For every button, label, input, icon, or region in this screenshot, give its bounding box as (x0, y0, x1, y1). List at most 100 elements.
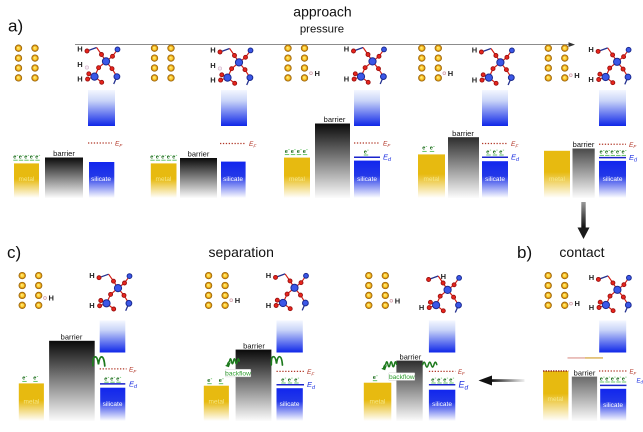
svg-text:e: e (116, 377, 119, 383)
svg-text:H: H (588, 75, 593, 84)
svg-text:silicate: silicate (280, 401, 300, 408)
svg-text:b): b) (517, 243, 532, 262)
svg-text:barrier: barrier (243, 341, 265, 350)
svg-text:e: e (30, 155, 33, 161)
svg-text:e: e (600, 150, 603, 156)
svg-text:metal: metal (549, 176, 565, 183)
svg-text:pressure: pressure (300, 23, 344, 35)
svg-text:e: e (207, 378, 210, 384)
svg-text:EF: EF (458, 370, 465, 376)
svg-text:e: e (110, 377, 113, 383)
svg-text:e: e (364, 149, 367, 155)
svg-text:e: e (486, 149, 489, 155)
svg-text:a): a) (8, 17, 23, 36)
svg-text:c): c) (7, 243, 21, 262)
svg-text:metal: metal (209, 399, 225, 406)
svg-text:H: H (210, 61, 215, 70)
svg-text:e: e (437, 377, 440, 383)
svg-text:backflow: backflow (389, 374, 415, 381)
svg-text:metal: metal (424, 176, 440, 183)
svg-text:e: e (443, 377, 446, 383)
svg-text:e: e (156, 155, 159, 161)
svg-text:H: H (395, 296, 400, 305)
svg-text:e: e (600, 376, 603, 382)
svg-text:H: H (210, 46, 215, 55)
svg-text:e: e (291, 149, 294, 155)
svg-text:H: H (344, 75, 349, 84)
svg-text:H: H (235, 296, 240, 305)
svg-text:e: e (422, 146, 425, 152)
svg-text:e: e (430, 146, 433, 152)
svg-text:e: e (294, 377, 297, 383)
svg-text:e: e (449, 377, 452, 383)
svg-text:H: H (89, 301, 94, 310)
svg-text:e: e (219, 378, 222, 384)
svg-text:e: e (22, 376, 25, 382)
svg-text:H: H (448, 69, 453, 78)
svg-text:H: H (589, 273, 594, 282)
svg-text:barrier: barrier (400, 352, 422, 361)
svg-text:H: H (344, 45, 349, 54)
svg-text:e: e (303, 149, 306, 155)
svg-text:e: e (622, 150, 625, 156)
svg-text:separation: separation (209, 244, 274, 260)
svg-text:metal: metal (548, 396, 564, 403)
svg-text:silicate: silicate (432, 401, 452, 408)
svg-text:e: e (285, 149, 288, 155)
svg-text:barrier: barrier (53, 149, 75, 158)
svg-text:barrier: barrier (61, 333, 83, 342)
svg-text:e: e (616, 150, 619, 156)
svg-text:H: H (441, 272, 446, 281)
svg-text:metal: metal (289, 176, 305, 183)
svg-text:e: e (104, 377, 107, 383)
svg-text:H: H (574, 71, 579, 80)
svg-text:H: H (472, 76, 477, 85)
svg-text:e: e (150, 155, 153, 161)
svg-text:e: e (611, 150, 614, 156)
svg-text:e: e (13, 155, 16, 161)
svg-text:H: H (210, 76, 215, 85)
svg-text:silicate: silicate (103, 401, 123, 408)
svg-text:H: H (588, 45, 593, 54)
svg-text:e: e (499, 149, 502, 155)
svg-text:approach: approach (293, 3, 351, 19)
svg-text:metal: metal (24, 399, 40, 406)
svg-text:H: H (48, 294, 53, 303)
svg-text:backflow: backflow (225, 370, 251, 377)
svg-text:e: e (167, 155, 170, 161)
svg-text:metal: metal (156, 176, 172, 183)
svg-text:silicate: silicate (603, 176, 623, 183)
svg-text:barrier: barrier (324, 115, 346, 124)
svg-text:e: e (19, 155, 22, 161)
svg-text:e: e (288, 377, 291, 383)
svg-text:H: H (266, 301, 271, 310)
svg-text:EF: EF (630, 370, 637, 376)
svg-text:H: H (77, 45, 82, 54)
svg-text:H: H (77, 75, 82, 84)
svg-text:silicate: silicate (485, 176, 505, 183)
svg-text:H: H (472, 46, 477, 55)
svg-text:e: e (611, 376, 614, 382)
svg-text:e: e (616, 376, 619, 382)
svg-text:H: H (314, 69, 319, 78)
svg-text:silicate: silicate (603, 402, 623, 409)
svg-text:Ed: Ed (637, 378, 643, 384)
svg-text:e: e (297, 149, 300, 155)
svg-text:silicate: silicate (223, 176, 243, 183)
svg-text:e: e (24, 155, 27, 161)
svg-text:e: e (161, 155, 164, 161)
svg-text:e: e (493, 149, 496, 155)
svg-text:barrier: barrier (452, 129, 474, 138)
svg-text:barrier: barrier (574, 368, 596, 377)
svg-text:metal: metal (19, 176, 35, 183)
svg-text:silicate: silicate (91, 176, 111, 183)
svg-text:H: H (89, 271, 94, 280)
svg-text:silicate: silicate (357, 176, 377, 183)
svg-text:contact: contact (559, 244, 604, 260)
svg-text:e: e (431, 377, 434, 383)
svg-text:e: e (33, 376, 36, 382)
svg-text:e: e (373, 375, 376, 381)
svg-text:H: H (77, 60, 82, 69)
svg-text:H: H (574, 299, 579, 308)
svg-text:H: H (266, 271, 271, 280)
